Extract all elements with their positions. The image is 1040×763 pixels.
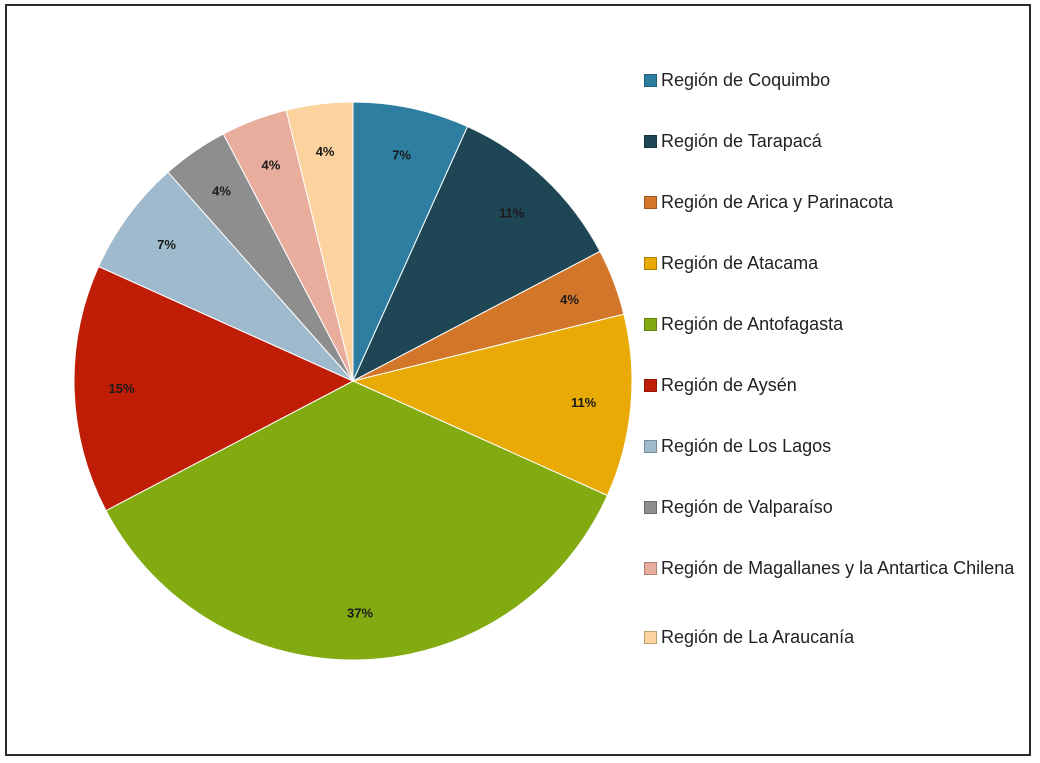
legend-label: Región de Tarapacá <box>661 131 822 151</box>
legend-swatch <box>644 135 657 148</box>
legend-item: Región de Arica y Parinacota <box>644 192 1034 213</box>
legend-label: Región de Los Lagos <box>661 436 832 456</box>
legend-label: Región de Antofagasta <box>661 314 844 334</box>
legend-label: Región de Magallanes y la Antartica Chil… <box>661 558 1015 578</box>
legend-label: Región de Arica y Parinacota <box>661 192 894 212</box>
legend-swatch <box>644 379 657 392</box>
legend-swatch <box>644 562 657 575</box>
legend-swatch <box>644 74 657 87</box>
legend-item: Región de La Araucanía <box>644 627 1034 648</box>
pie-slice <box>105 380 609 661</box>
pie-slice <box>97 171 354 382</box>
slice-value-label: 11% <box>499 205 525 220</box>
slice-value-label: 4% <box>560 292 579 307</box>
pie-slice <box>351 313 633 497</box>
pie-slice <box>73 265 355 512</box>
pie-slice <box>285 101 354 382</box>
slice-value-label: 37% <box>347 606 373 621</box>
legend-swatch <box>644 196 657 209</box>
legend-swatch <box>644 318 657 331</box>
legend-swatch <box>644 631 657 644</box>
legend-item: Región de Tarapacá <box>644 131 1034 152</box>
legend-item: Región de Magallanes y la Antartica Chil… <box>644 558 1034 579</box>
legend-label: Región de Coquimbo <box>661 70 831 90</box>
pie-chart: 7% 11% 4% 11% 37% 15% 7% 4% 4% 4% <box>73 101 633 661</box>
slice-value-label: 15% <box>108 381 134 396</box>
legend-item: Región de Antofagasta <box>644 314 1034 335</box>
legend-label: Región de La Araucanía <box>661 627 855 647</box>
legend-item: Región de Los Lagos <box>644 436 1034 457</box>
slice-value-label: 7% <box>392 148 411 163</box>
legend-label: Región de Atacama <box>661 253 819 273</box>
legend-swatch <box>644 257 657 270</box>
slice-value-label: 7% <box>157 237 176 252</box>
legend-swatch <box>644 501 657 514</box>
pie-slice <box>352 101 469 382</box>
slice-value-label: 4% <box>212 183 231 198</box>
legend-item: Región de Valparaíso <box>644 497 1034 518</box>
pie-slice <box>351 125 601 383</box>
slice-value-label: 4% <box>262 158 281 173</box>
legend-label: Región de Valparaíso <box>661 497 833 517</box>
slice-value-label: 4% <box>316 144 335 159</box>
legend-label: Región de Aysén <box>661 375 797 395</box>
legend-item: Región de Coquimbo <box>644 70 1034 91</box>
legend-item: Región de Atacama <box>644 253 1034 274</box>
legend-item: Región de Aysén <box>644 375 1034 396</box>
slice-value-label: 11% <box>571 395 597 410</box>
legend-swatch <box>644 440 657 453</box>
